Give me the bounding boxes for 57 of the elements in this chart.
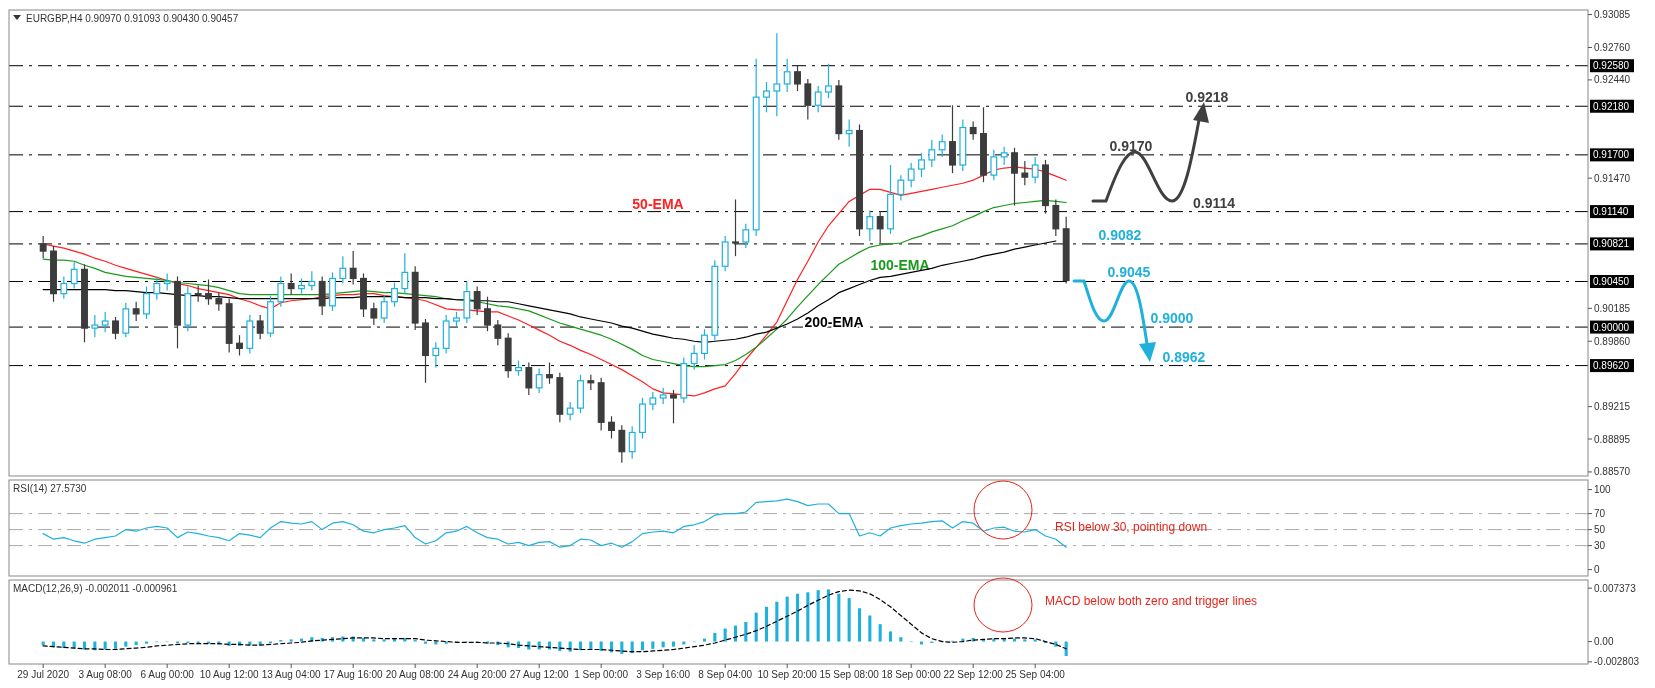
x-tick-label: 6 Aug 00:00: [140, 669, 195, 680]
x-tick-label: 20 Aug 08:00: [385, 669, 446, 680]
x-tick-label: 3 Sep 16:00: [636, 669, 691, 680]
x-tick-label: 13 Aug 04:00: [261, 669, 322, 680]
x-tick-label: 17 Aug 16:00: [323, 669, 384, 680]
annotation: MACD below both zero and trigger lines: [1045, 594, 1258, 608]
y-tick-label: 0.90185: [1594, 302, 1631, 314]
x-tick-label: 27 Aug 12:00: [509, 669, 570, 680]
y-tick-label: 30: [1594, 540, 1606, 552]
ref-line-label: 0.90821: [1593, 238, 1630, 250]
y-tick-label: 0.00: [1594, 636, 1614, 648]
x-tick-label: 15 Sep 08:00: [819, 669, 880, 680]
ref-line-label: 0.92580: [1593, 60, 1630, 72]
y-tick-label: 0.92760: [1594, 41, 1631, 53]
ref-line-label: 0.91140: [1593, 206, 1629, 218]
x-tick-label: 10 Sep 20:00: [757, 669, 818, 680]
y-tick-label: 0.93085: [1594, 9, 1631, 21]
chart-title: RSI(14) 27.5730: [13, 483, 87, 494]
series-label: 200-EMA: [804, 314, 864, 330]
x-tick-label: 8 Sep 04:00: [698, 669, 753, 680]
x-tick-label: 3 Aug 08:00: [78, 669, 133, 680]
annotation: 0.9045: [1107, 264, 1151, 281]
annotation: RSI below 30, pointing down: [1055, 520, 1208, 534]
annotation: 0.9000: [1150, 310, 1194, 327]
y-tick-label: 0.88570: [1594, 466, 1631, 478]
ref-line-label: 0.92180: [1593, 100, 1630, 112]
x-tick-label: 29 Jul 2020: [17, 669, 70, 680]
y-tick-label: -0.002803: [1594, 656, 1640, 668]
x-tick-label: 18 Sep 00:00: [881, 669, 942, 680]
ref-line-label: 0.89620: [1593, 360, 1630, 372]
annotation: 0.9170: [1109, 137, 1153, 154]
ref-line-label: 0.91700: [1593, 149, 1630, 161]
annotation: 0.9218: [1185, 89, 1229, 106]
y-tick-label: 0.91470: [1594, 172, 1631, 184]
y-tick-label: 0.89860: [1594, 335, 1631, 347]
y-tick-label: 0.007373: [1594, 582, 1637, 594]
y-tick-label: 0.89215: [1594, 401, 1631, 413]
x-tick-label: 24 Aug 20:00: [447, 669, 508, 680]
y-tick-label: 70: [1594, 508, 1606, 520]
annotation: 0.8962: [1162, 348, 1206, 365]
y-tick-label: 100: [1594, 484, 1612, 496]
x-tick-label: 10 Aug 12:00: [199, 669, 260, 680]
ref-line-label: 0.90450: [1593, 276, 1630, 287]
y-tick-label: 0.88895: [1594, 433, 1631, 445]
text: 50-EMA: [632, 196, 684, 212]
ref-line-label: 0.90000: [1593, 321, 1630, 333]
chart-title: EURGBP,H4 0.90970 0.91093 0.90430 0.90457: [26, 13, 239, 24]
y-tick-label: 0.92440: [1594, 74, 1631, 86]
annotation: 0.9114: [1192, 194, 1236, 211]
x-tick-label: 1 Sep 00:00: [574, 669, 629, 680]
series-label: 100-EMA: [870, 257, 930, 273]
y-tick-label: 50: [1594, 524, 1606, 536]
x-tick-label: 22 Sep 12:00: [943, 669, 1004, 680]
annotation: 0.9082: [1098, 227, 1142, 244]
x-tick-label: 25 Sep 04:00: [1005, 669, 1066, 680]
y-tick-label: 0: [1594, 564, 1600, 576]
chart-title: MACD(12,26,9) -0.002011 -0.000961: [13, 583, 178, 594]
